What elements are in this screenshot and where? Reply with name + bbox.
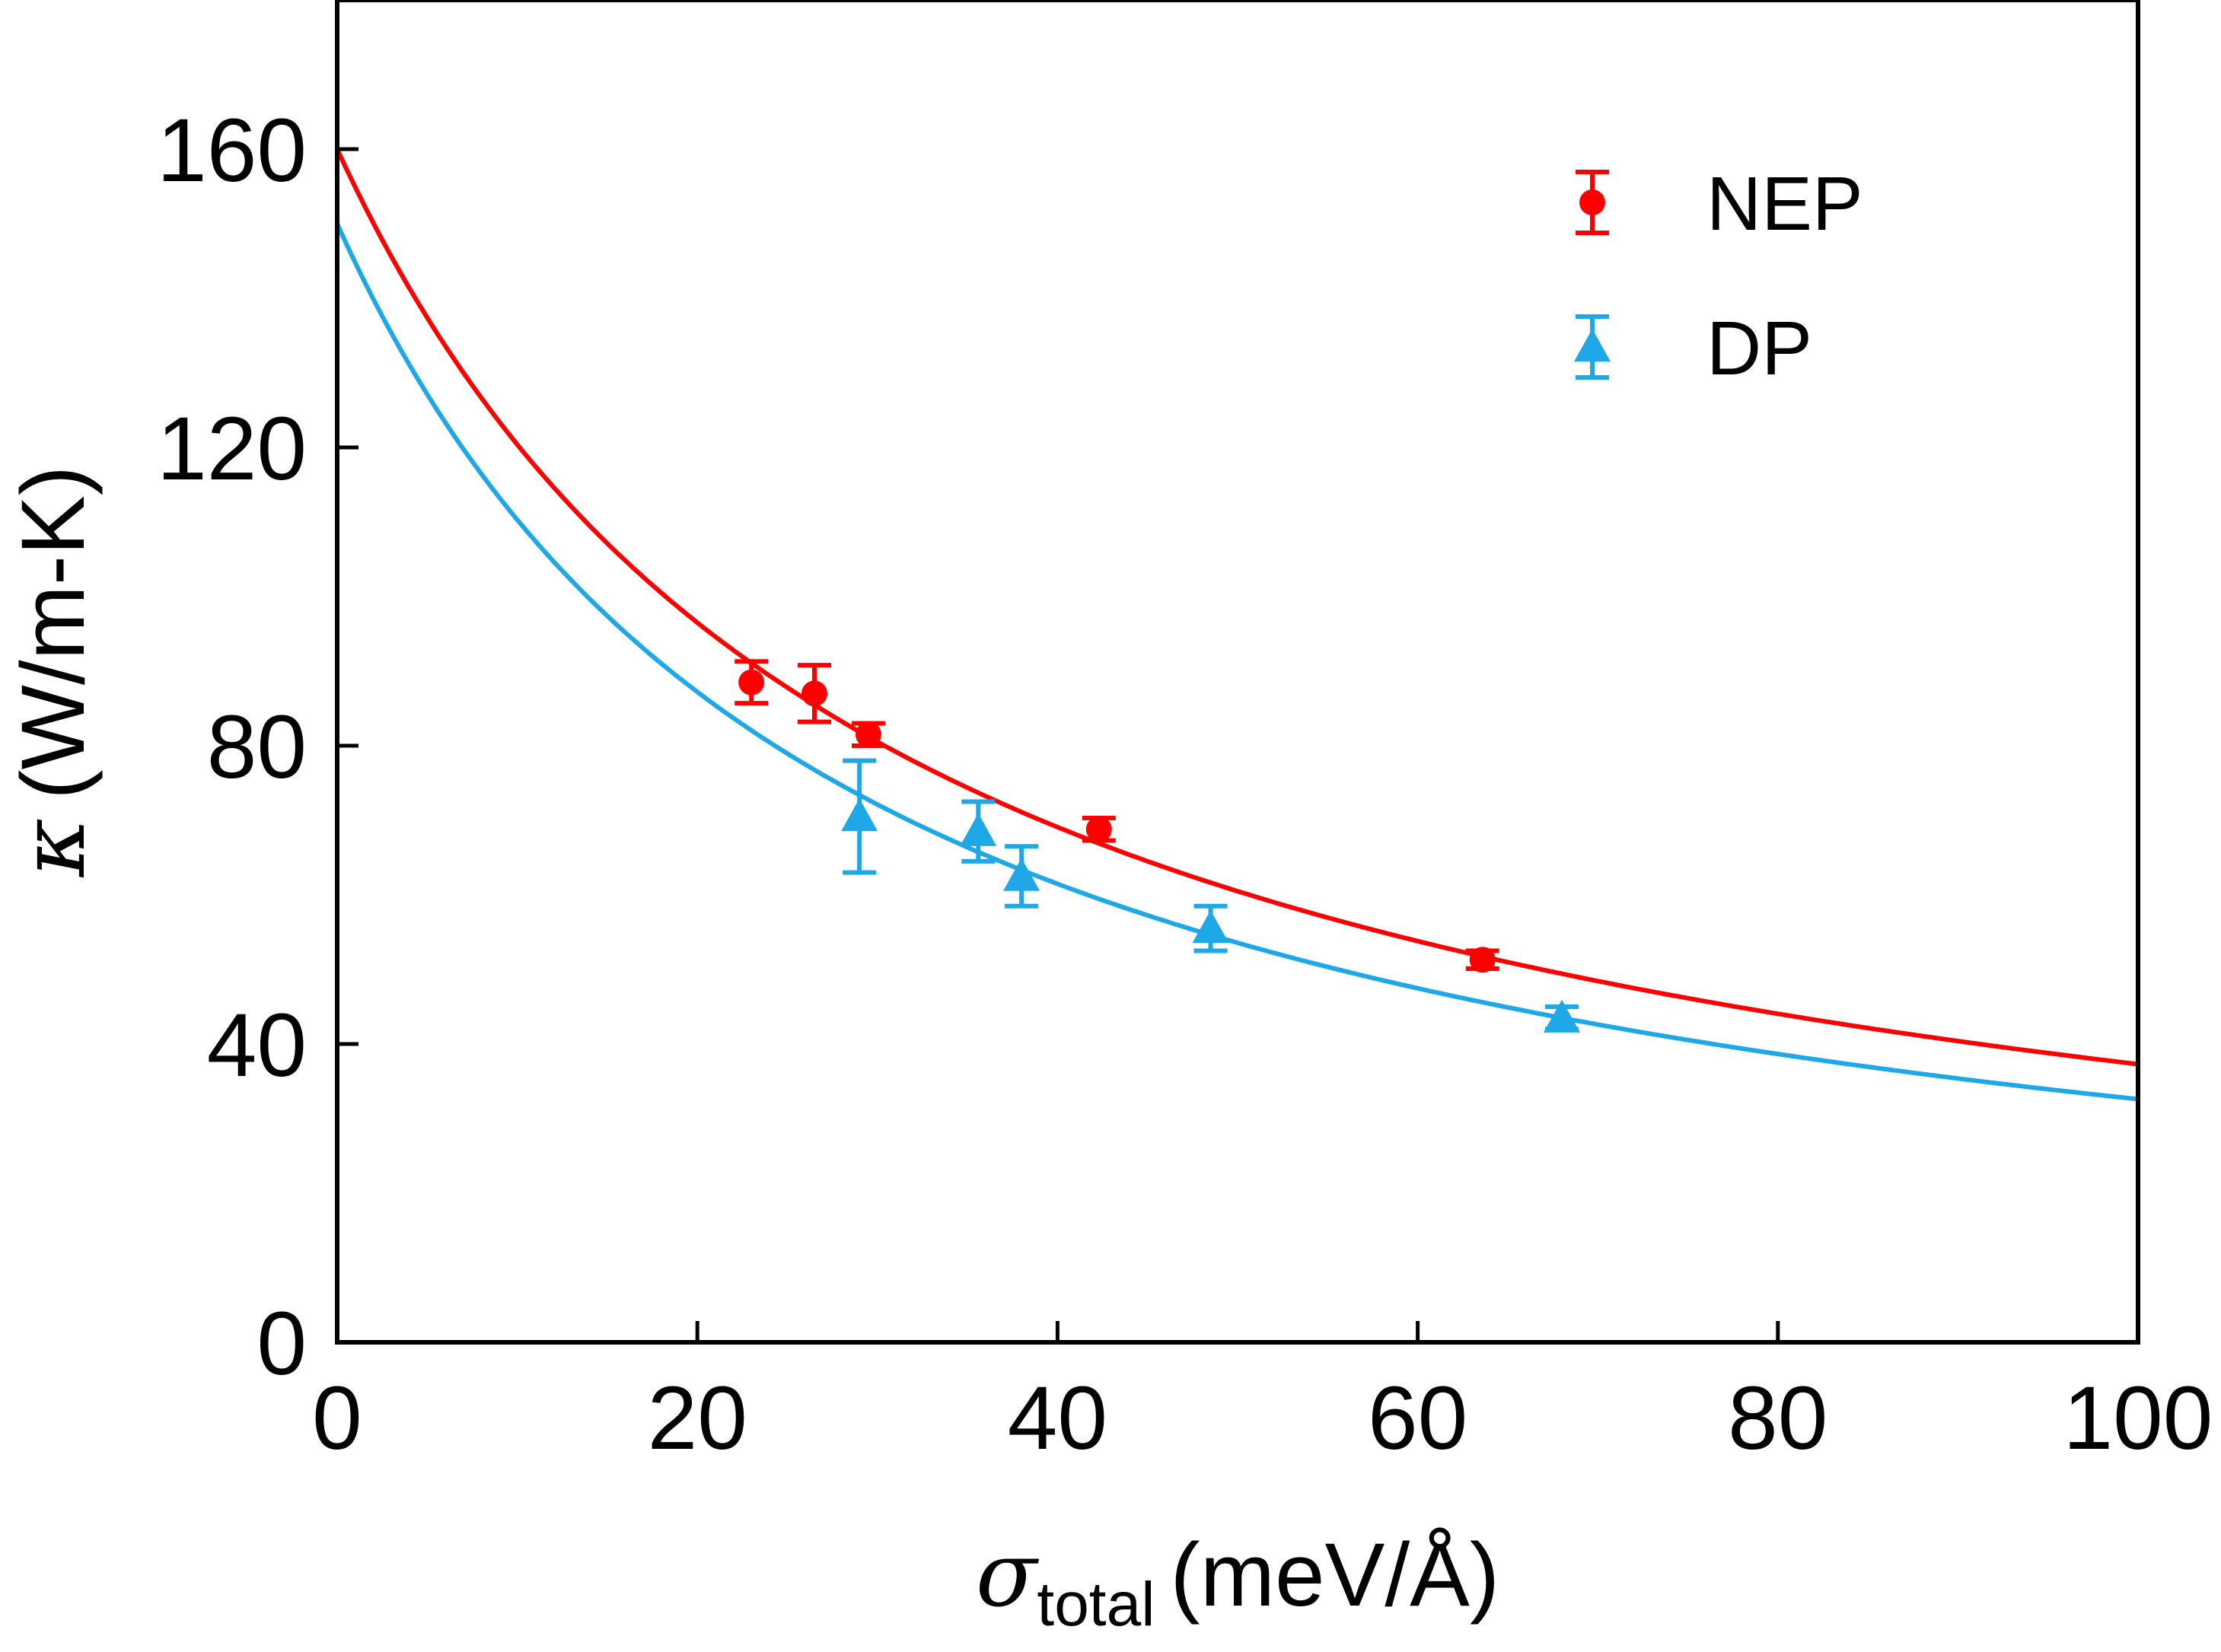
x-tick-label-100: 100 <box>2063 1368 2213 1469</box>
dp-point-4 <box>1543 999 1580 1033</box>
nep-marker <box>855 721 881 748</box>
x-axis-symbol: σ <box>976 1522 1040 1627</box>
y-tick-label-0: 0 <box>257 1294 307 1394</box>
x-axis-unit: (meV/Å) <box>1170 1525 1499 1625</box>
legend-marker-dp <box>1574 329 1611 362</box>
dp-point-1 <box>960 799 997 864</box>
dp-marker <box>1003 858 1040 891</box>
legend-entry-dp: DP <box>1574 306 1812 391</box>
x-axis-subscript: total <box>1037 1570 1155 1639</box>
nep-marker <box>738 669 765 695</box>
x-tick-label-80: 80 <box>1728 1368 1827 1469</box>
legend-marker-nep <box>1579 189 1605 215</box>
dp-point-3 <box>1192 903 1229 953</box>
nep-marker <box>801 680 827 707</box>
nep-point-3 <box>1082 816 1116 843</box>
y-tick-label-160: 160 <box>157 100 307 201</box>
nep-fit-curve <box>335 148 2139 1067</box>
nep-point-4 <box>1465 947 1499 973</box>
dp-fit-curve <box>335 222 2139 1102</box>
nep-point-0 <box>734 659 769 706</box>
dp-point-0 <box>841 758 878 875</box>
legend: NEP DP <box>1574 161 1863 391</box>
dp-point-2 <box>1003 844 1040 909</box>
y-axis-label: κ (W/m-K) <box>0 466 105 878</box>
dp-marker <box>1192 910 1229 944</box>
y-tick-label-40: 40 <box>207 995 307 1096</box>
nep-point-2 <box>851 721 885 748</box>
legend-entry-nep: NEP <box>1576 161 1863 247</box>
x-axis-label: σtotal (meV/Å) <box>976 1522 1499 1639</box>
plot-frame <box>335 0 2140 1345</box>
fit-curves <box>335 148 2139 1102</box>
y-axis-unit: (W/m-K) <box>3 466 104 800</box>
dp-marker <box>841 798 878 832</box>
x-tick-label-0: 0 <box>312 1368 362 1469</box>
legend-label-nep: NEP <box>1706 161 1863 247</box>
x-tick-label-40: 40 <box>1008 1368 1107 1469</box>
y-tick-label-80: 80 <box>207 697 307 797</box>
y-tick-label-120: 120 <box>157 399 307 499</box>
nep-point-1 <box>797 663 831 724</box>
x-tick-label-60: 60 <box>1368 1368 1467 1469</box>
y-axis-symbol: κ <box>0 818 105 878</box>
x-tick-label-20: 20 <box>648 1368 747 1469</box>
axis-ticks: 0 20 40 60 80 100 0 40 80 120 160 <box>157 100 2213 1469</box>
data-points <box>734 659 1580 1033</box>
nep-marker <box>1469 947 1496 973</box>
nep-marker <box>1085 816 1112 842</box>
legend-label-dp: DP <box>1706 306 1812 391</box>
dp-marker <box>960 813 997 846</box>
dp-marker <box>1543 999 1580 1033</box>
